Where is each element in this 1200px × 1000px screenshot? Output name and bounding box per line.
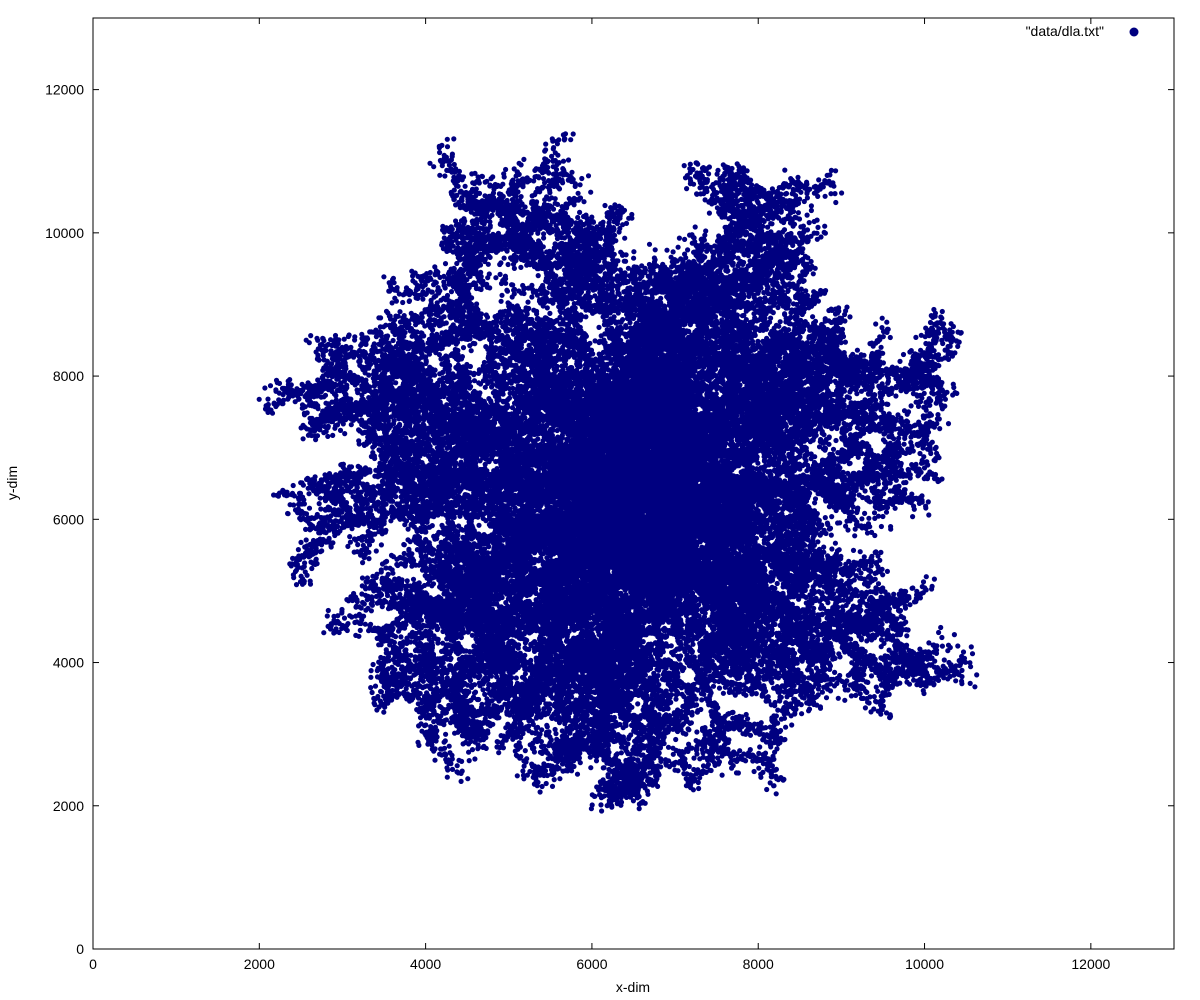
x-tick-label: 10000	[905, 956, 944, 972]
y-tick-label: 2000	[53, 798, 84, 814]
y-tick-label: 0	[76, 941, 84, 957]
y-axis-label: y-dim	[4, 466, 20, 500]
data-points	[256, 131, 980, 814]
legend: "data/dla.txt"	[1026, 23, 1139, 39]
x-tick-label: 6000	[576, 956, 607, 972]
plot-frame	[92, 17, 1175, 950]
x-axis-label: x-dim	[616, 979, 650, 995]
legend-marker	[1129, 27, 1139, 37]
y-axis-ticks: 0 2000 4000 6000 8000 10000 12000	[45, 82, 1174, 957]
y-tick-label: 6000	[53, 511, 84, 527]
x-tick-label: 8000	[743, 956, 774, 972]
legend-label: "data/dla.txt"	[1026, 23, 1104, 39]
x-tick-label: 2000	[244, 956, 275, 972]
x-axis-ticks: 0 2000 4000 6000 8000 10000 12000	[89, 18, 1111, 972]
y-tick-label: 4000	[53, 655, 84, 671]
y-tick-label: 12000	[45, 82, 84, 98]
y-tick-label: 8000	[53, 368, 84, 384]
x-tick-label: 4000	[410, 956, 441, 972]
dla-cluster-points	[256, 131, 980, 814]
y-tick-label: 10000	[45, 225, 84, 241]
x-tick-label: 12000	[1071, 956, 1110, 972]
x-tick-label: 0	[89, 956, 97, 972]
